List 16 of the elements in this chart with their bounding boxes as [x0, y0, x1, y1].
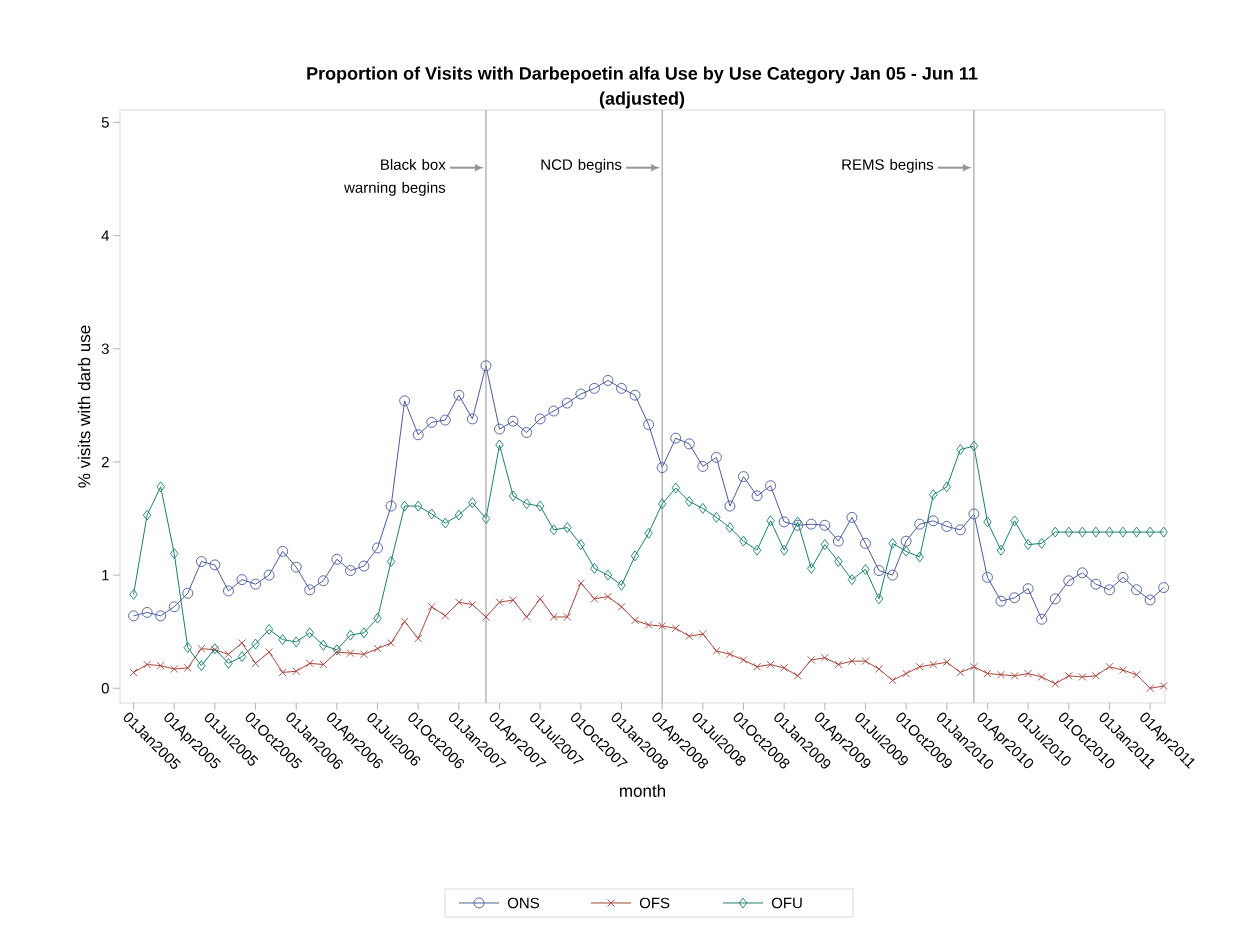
ref-line-label: Black box warning begins	[344, 158, 446, 196]
ref-line-label: NCD begins	[541, 158, 622, 173]
y-tick-label: 3	[101, 343, 109, 355]
y-tick-label: 0	[101, 682, 109, 694]
legend-label: OFS	[639, 897, 670, 909]
legend-label: OFU	[771, 897, 802, 909]
chart-title: Proportion of Visits with Darbepoetin alfa Use by Use Category Jan 05 - Jun 11	[307, 66, 978, 84]
y-axis-title: % visits with darb use	[77, 325, 91, 488]
legend-label: ONS	[507, 897, 540, 909]
x-axis-title: month	[619, 784, 665, 797]
y-tick-label: 4	[101, 230, 110, 241]
y-tick-label: 2	[101, 456, 109, 468]
y-tick-label: 1	[102, 569, 109, 581]
y-tick-label: 5	[101, 117, 109, 128]
ref-line-label: REMS begins	[842, 158, 934, 173]
chart-subtitle: (adjusted)	[599, 91, 685, 109]
